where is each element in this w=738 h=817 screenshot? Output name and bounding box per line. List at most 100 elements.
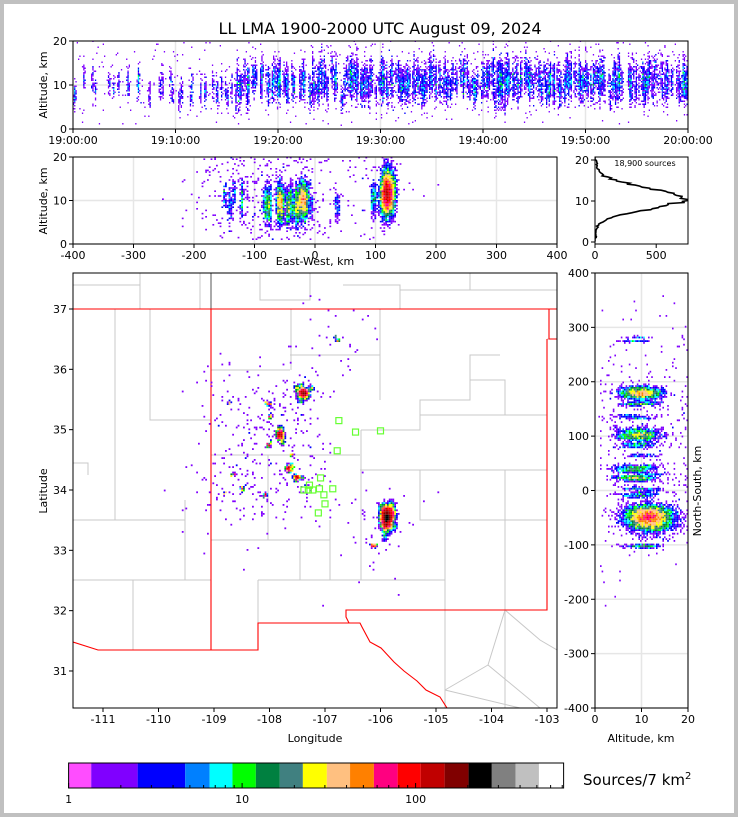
time-source-cell [390,64,392,66]
time-source-cell [678,81,680,83]
time-source-cell [548,100,550,102]
time-source-cell [325,87,327,89]
time-source-cell [627,67,630,69]
time-source-cell [646,75,648,77]
time-source-cell [144,106,146,108]
time-source-cell [126,90,128,92]
time-source-cell [504,109,506,111]
time-source-cell [182,91,184,93]
time-source-cell [618,52,621,54]
time-source-cell [92,78,94,80]
time-source-cell [503,72,505,74]
time-source-cell [644,70,647,72]
time-source-cell [180,78,182,80]
time-source-cell [579,82,582,84]
time-source-cell [642,100,644,102]
time-source-cell [219,88,221,90]
time-source-cell [404,103,406,105]
time-source-cell [468,73,470,75]
time-source-cell [638,87,640,89]
time-source-cell [400,78,402,80]
time-source-cell [440,85,442,87]
time-source-cell [473,102,475,104]
time-source-cell [583,105,585,107]
time-source-cell [521,61,523,63]
time-source-cell [148,96,150,98]
time-source-cell [432,66,435,68]
time-source-cell [630,87,632,89]
time-source-cell [435,64,437,66]
time-source-cell [516,87,518,89]
time-source-cell [256,69,258,71]
time-source-cell [171,96,173,98]
time-source-cell [395,91,397,93]
time-source-cell [178,94,180,96]
time-source-cell [353,88,355,90]
time-source-cell [492,84,494,86]
time-source-cell [432,85,435,87]
time-source-cell [569,43,571,45]
time-source-cell [284,94,286,96]
time-source-cell [226,94,228,96]
time-source-cell [646,94,648,96]
time-source-cell [438,66,440,68]
time-source-cell [370,85,372,87]
time-source-cell [431,66,433,68]
time-source-cell [573,81,575,83]
time-source-cell [678,87,680,89]
time-source-cell [299,73,301,75]
time-source-cell [609,90,611,92]
time-source-cell [292,106,294,108]
time-source-cell [408,73,410,75]
time-source-cell [309,112,311,114]
time-source-cell [451,81,453,83]
time-source-cell [608,73,610,75]
time-source-cell [621,81,623,83]
time-source-cell [380,73,383,75]
time-source-cell [652,96,654,98]
time-source-cell [553,67,556,69]
time-source-cell [401,91,403,93]
time-source-cell [317,90,319,92]
time-source-cell [665,75,667,77]
time-source-cell [562,69,565,71]
time-source-cell [253,99,255,101]
time-source-cell [599,67,601,69]
time-source-cell [351,97,353,99]
time-source-cell [664,85,666,87]
time-source-cell [327,76,329,78]
time-source-cell [614,61,617,63]
time-source-cell [96,88,98,90]
time-source-cell [226,84,228,86]
time-source-cell [396,75,398,77]
time-source-cell [487,106,489,108]
time-source-cell [204,97,206,99]
time-source-cell [539,72,541,74]
time-source-cell [601,85,604,87]
time-source-cell [501,91,504,93]
time-source-cell [245,100,247,102]
time-source-cell [109,79,111,81]
time-source-cell [468,76,470,78]
time-source-cell [656,81,658,83]
time-source-cell [540,64,543,66]
time-source-cell [304,73,306,75]
time-source-cell [423,84,426,86]
time-source-cell [130,109,132,111]
time-source-cell [523,82,526,84]
time-source-cell [380,51,383,53]
time-source-cell [312,73,314,75]
time-source-cell [592,103,595,105]
time-source-cell [310,102,312,104]
time-source-cell [391,76,393,78]
time-source-cell [419,69,422,71]
time-source-cell [562,88,565,90]
time-source-cell [133,51,136,53]
time-source-cell [276,78,279,80]
time-source-cell [681,96,683,98]
time-source-cell [378,103,380,105]
time-source-cell [644,100,647,102]
time-source-cell [600,58,602,60]
time-source-cell [564,70,566,72]
time-source-cell [681,76,683,78]
